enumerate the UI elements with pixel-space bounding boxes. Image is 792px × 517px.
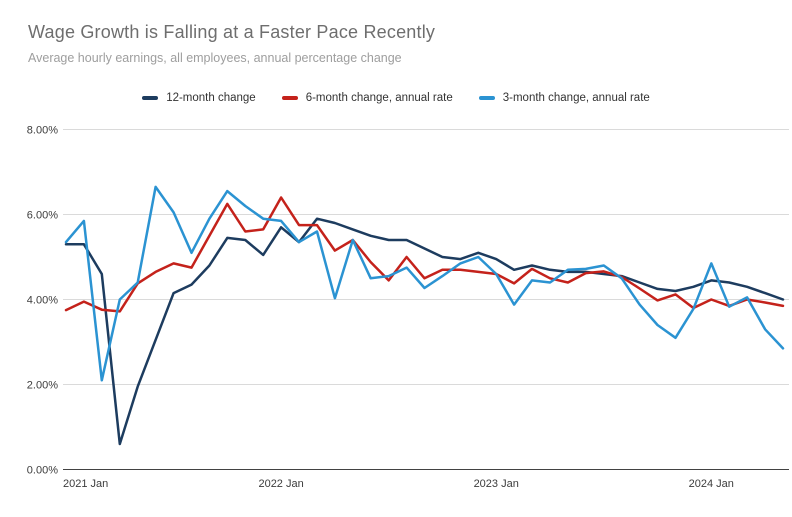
x-axis-tick-label: 2021 Jan bbox=[63, 478, 108, 490]
chart-legend: 12-month change 6-month change, annual r… bbox=[0, 92, 792, 104]
legend-item-6-month[interactable]: 6-month change, annual rate bbox=[281, 92, 453, 104]
x-axis-tick-label: 2022 Jan bbox=[258, 478, 303, 490]
legend-item-3-month[interactable]: 3-month change, annual rate bbox=[478, 92, 650, 104]
y-axis-tick-label: 2.00% bbox=[27, 380, 58, 392]
legend-item-12-month[interactable]: 12-month change bbox=[142, 92, 256, 104]
y-axis-tick-label: 8.00% bbox=[27, 125, 58, 137]
x-axis-tick-label: 2024 Jan bbox=[689, 478, 734, 490]
legend-swatch-icon bbox=[142, 96, 159, 100]
y-axis-tick-label: 0.00% bbox=[27, 465, 58, 477]
y-axis-tick-label: 6.00% bbox=[27, 210, 58, 222]
x-axis-tick-label: 2023 Jan bbox=[474, 478, 519, 490]
y-axis-tick-label: 4.00% bbox=[27, 295, 58, 307]
series-line-0[interactable] bbox=[64, 217, 785, 446]
chart-title: Wage Growth is Falling at a Faster Pace … bbox=[28, 22, 436, 42]
legend-label: 6-month change, annual rate bbox=[305, 92, 453, 104]
series-line-2[interactable] bbox=[64, 185, 785, 382]
series-line-1[interactable] bbox=[64, 196, 785, 313]
legend-swatch-icon bbox=[281, 96, 298, 100]
legend-label: 12-month change bbox=[166, 92, 256, 104]
chart-subtitle: Average hourly earnings, all employees, … bbox=[28, 51, 402, 65]
legend-swatch-icon bbox=[478, 96, 495, 100]
legend-label: 3-month change, annual rate bbox=[502, 92, 650, 104]
